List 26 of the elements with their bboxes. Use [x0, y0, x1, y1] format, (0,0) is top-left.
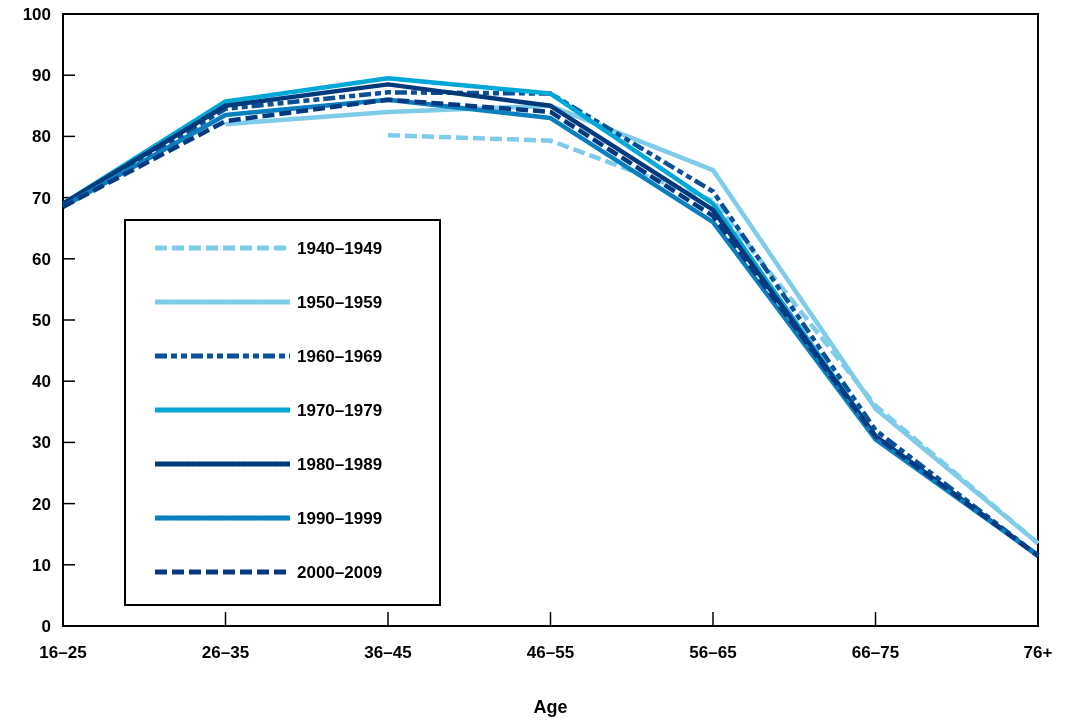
- legend-label: 1980–1989: [297, 454, 383, 474]
- y-tick-label: 80: [32, 127, 51, 147]
- y-tick-label: 100: [22, 4, 51, 24]
- y-tick-label: 30: [32, 433, 51, 453]
- legend-label: 1960–1969: [297, 346, 383, 366]
- x-tick-label: 26–35: [201, 643, 250, 662]
- legend-label: 1950–1959: [297, 292, 383, 312]
- y-tick-label: 40: [32, 372, 51, 392]
- y-tick-label: 90: [32, 66, 51, 86]
- legend-label: 1990–1999: [297, 508, 383, 528]
- y-tick-label: 60: [32, 249, 51, 269]
- x-tick-label: 46–55: [526, 643, 575, 662]
- y-tick-label: 10: [32, 555, 51, 575]
- y-tick-label: 50: [32, 310, 51, 330]
- x-tick-label: 66–75: [851, 643, 900, 662]
- x-axis-title: Age: [533, 697, 568, 717]
- x-tick-label: 36–45: [364, 643, 412, 662]
- legend-label: 2000–2009: [297, 562, 383, 582]
- legend-label: 1940–1949: [297, 238, 383, 258]
- x-tick-label: 76+: [1023, 643, 1053, 662]
- x-tick-label: 16–25: [39, 643, 87, 662]
- y-tick-label: 0: [41, 616, 51, 636]
- x-tick-label: 56–65: [689, 643, 737, 662]
- y-tick-label: 70: [32, 188, 51, 208]
- legend-label: 1970–1979: [297, 400, 383, 420]
- y-tick-label: 20: [32, 494, 51, 514]
